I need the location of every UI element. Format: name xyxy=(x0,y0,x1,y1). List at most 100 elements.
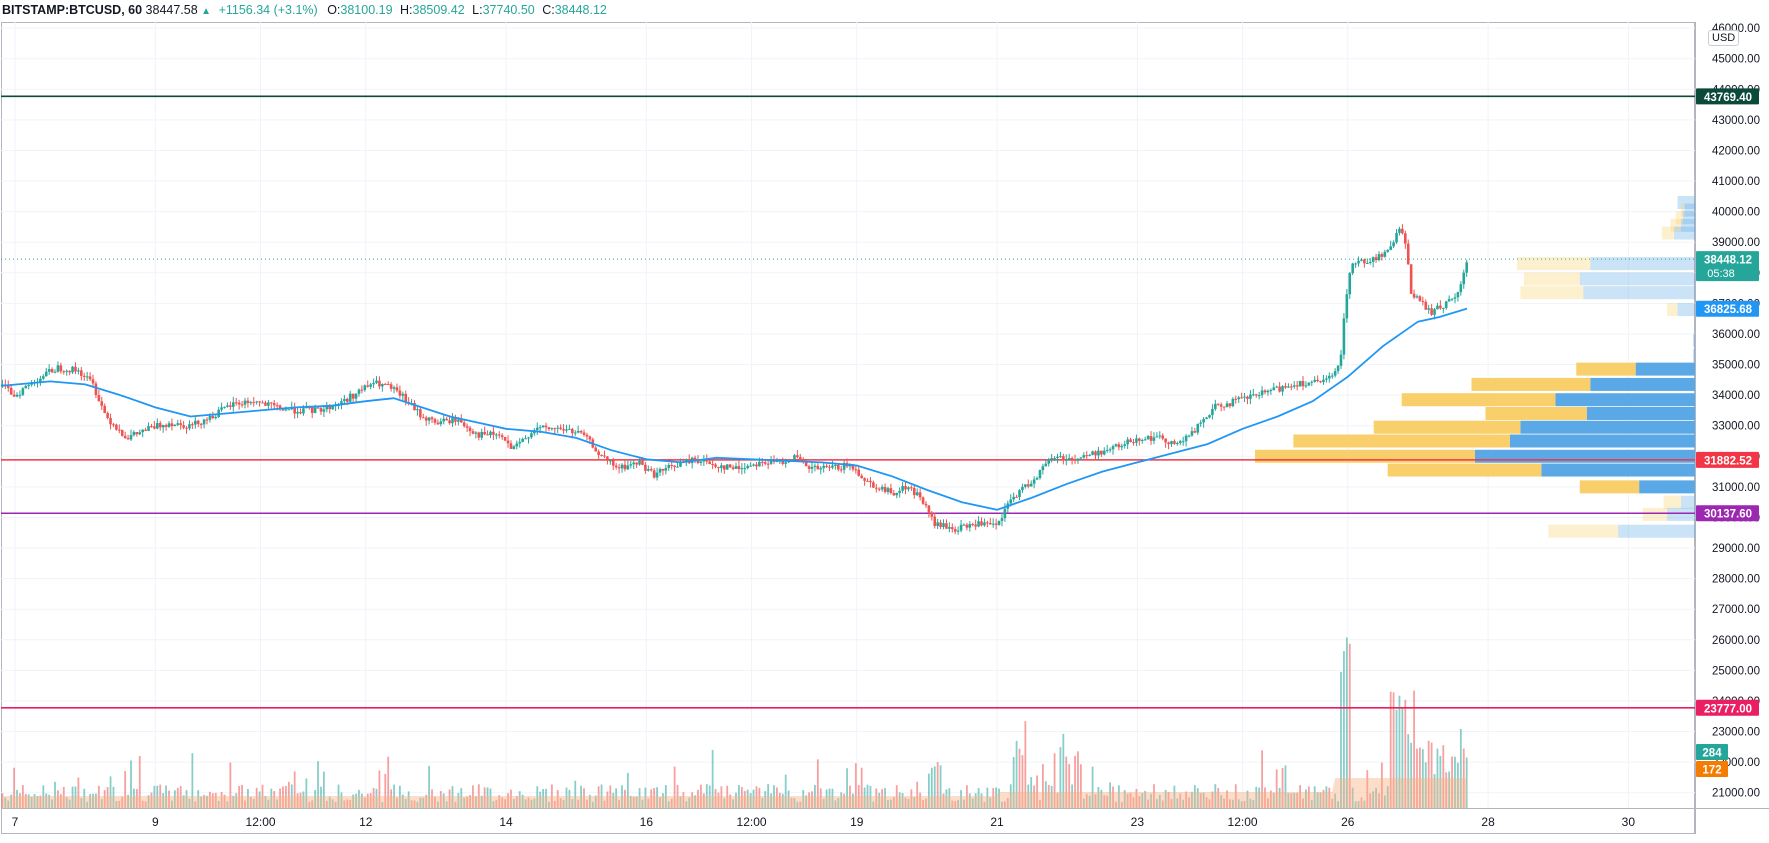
candle-body xyxy=(436,422,440,425)
candle-body xyxy=(588,436,592,440)
volume-bar xyxy=(165,785,167,808)
volume-bar xyxy=(869,785,872,808)
volume-bar xyxy=(954,801,957,808)
candle-body xyxy=(553,428,557,430)
volume-bar xyxy=(89,794,91,808)
candle-body xyxy=(1126,439,1129,445)
price-tick-label: 39000.00 xyxy=(1712,237,1760,249)
volume-bar xyxy=(80,798,83,808)
volume-bar xyxy=(320,786,322,808)
volume-bar xyxy=(1360,797,1363,808)
price-tag xyxy=(1696,300,1759,317)
volume-bar xyxy=(138,755,141,808)
volume-bar xyxy=(141,800,144,808)
price-axis-labels: 43769.40 31882.52 30137.60 23777.00 38448.12… xyxy=(1696,88,1759,777)
volume-bar xyxy=(1357,801,1360,808)
candle-body xyxy=(497,434,501,436)
candle-body xyxy=(614,465,618,468)
candle-body xyxy=(799,457,802,461)
candle-body xyxy=(541,425,545,428)
volume-bar xyxy=(784,774,787,808)
candle-body xyxy=(465,426,469,428)
volume-bar xyxy=(1053,753,1056,808)
volume-bar xyxy=(600,784,603,808)
candle-body xyxy=(761,461,764,463)
time-axis[interactable]: 7 9 12:00 12 14 16 12:00 19 21 23 12:00 26 28 30 xyxy=(12,815,1636,829)
volume-bar xyxy=(460,788,463,808)
candle-body xyxy=(231,402,235,407)
volume-bar xyxy=(776,787,778,808)
volume-bar xyxy=(1039,799,1041,808)
candle-body xyxy=(220,407,223,410)
candle-body xyxy=(97,395,101,402)
candle-body xyxy=(91,379,95,384)
candle-body xyxy=(1114,444,1118,447)
volume-bar xyxy=(729,794,732,808)
candle-body xyxy=(874,487,878,489)
volume-bar xyxy=(1196,788,1199,808)
volume-bar xyxy=(1135,788,1138,808)
volume-bar xyxy=(1027,784,1030,808)
price-axis[interactable]: 21000.0022000.0023000.0024000.0025000.00… xyxy=(1712,23,1760,800)
time-tick-label: 9 xyxy=(152,815,159,829)
candle-body xyxy=(1436,305,1439,310)
volume-bar xyxy=(217,800,220,808)
candle-body xyxy=(77,370,80,372)
volume-bar xyxy=(396,797,398,808)
candle-body xyxy=(74,366,77,372)
currency-badge[interactable]: USD xyxy=(1708,30,1740,46)
candle-body xyxy=(6,385,10,388)
volume-bar xyxy=(802,789,805,808)
volume-bar xyxy=(1366,770,1369,808)
volume-bar xyxy=(1223,798,1225,808)
volume-bar xyxy=(682,792,685,808)
volume-bar xyxy=(1100,789,1103,808)
candle-body xyxy=(573,432,577,434)
volume-bar xyxy=(530,799,533,808)
volume-bar xyxy=(124,770,127,808)
vp-up-bar xyxy=(1681,218,1695,232)
volume-bar xyxy=(1144,790,1147,808)
candle-body xyxy=(267,402,270,406)
volume-bar xyxy=(51,799,53,808)
candle-body xyxy=(1196,423,1200,433)
volume-bar xyxy=(1132,797,1135,808)
candle-body xyxy=(103,405,106,414)
volume-bar xyxy=(65,797,68,808)
vp-up-bar xyxy=(1583,286,1695,300)
volume-bar xyxy=(42,785,45,808)
volume-bar xyxy=(384,773,387,808)
volume-bar xyxy=(1071,784,1074,808)
volume-bar xyxy=(828,788,831,808)
candle-body xyxy=(1257,395,1261,397)
volume-bar xyxy=(1389,691,1392,808)
candle-body xyxy=(585,434,589,437)
candle-body xyxy=(18,394,22,396)
candle-body xyxy=(962,524,966,526)
price-tick-label: 34000.00 xyxy=(1712,390,1760,402)
candle-body xyxy=(784,462,787,464)
volume-bar xyxy=(866,784,869,808)
volume-bar xyxy=(895,785,898,808)
volume-bar xyxy=(1284,765,1287,808)
volume-bar xyxy=(764,791,767,808)
candle-body xyxy=(316,407,320,409)
candle-body xyxy=(725,464,729,470)
level-price-tag xyxy=(1696,505,1759,522)
volume-bar xyxy=(1442,745,1445,808)
symbol-label[interactable]: BITSTAMP:BTCUSD, 60 xyxy=(2,3,143,17)
horizontal-levels[interactable] xyxy=(1,95,1695,709)
volume-bar xyxy=(930,767,933,808)
candle-body xyxy=(538,427,542,429)
volume-tag-text: 172 xyxy=(1702,765,1721,777)
candle-body xyxy=(1205,417,1208,420)
volume-bar xyxy=(822,798,825,808)
volume-bar xyxy=(1325,786,1328,808)
volume-bar xyxy=(726,785,729,808)
candle-body xyxy=(828,466,831,468)
candle-body xyxy=(983,522,986,526)
candle-body xyxy=(609,460,612,462)
volume-bar xyxy=(963,799,965,808)
volume-bar xyxy=(796,801,799,808)
